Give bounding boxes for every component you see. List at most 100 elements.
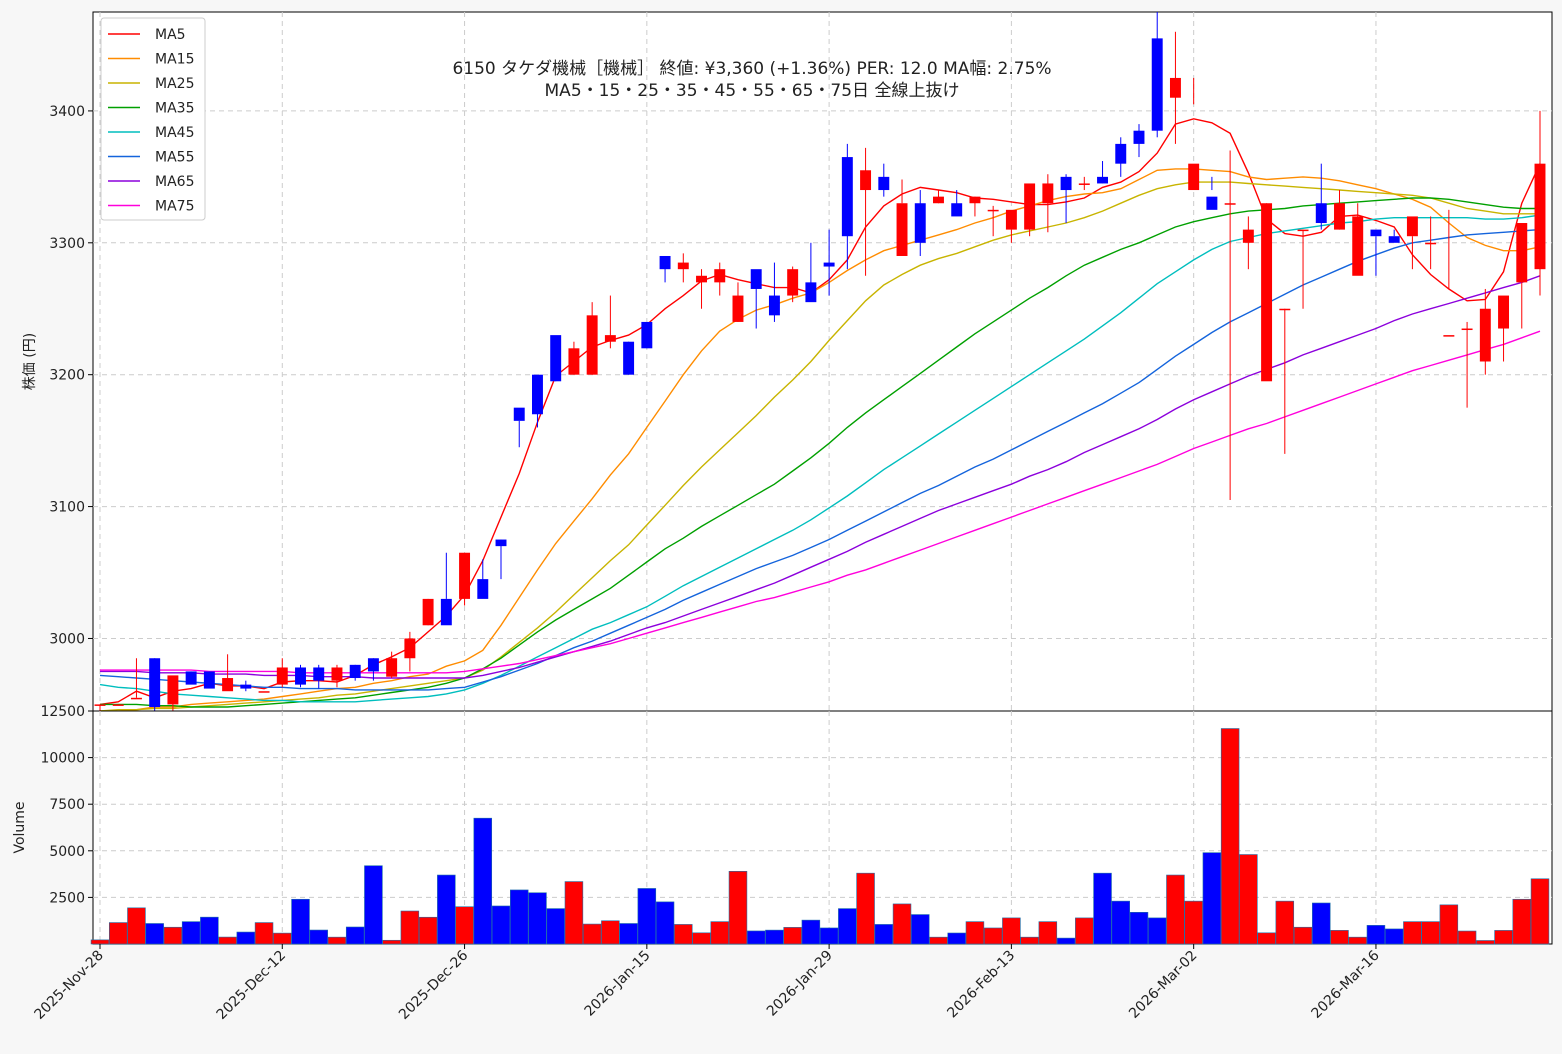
volume-bars [90, 728, 1550, 945]
candle-body [1534, 163, 1546, 270]
volume-bar [1220, 728, 1240, 945]
volume-bar [1439, 904, 1459, 945]
volume-bar [291, 898, 310, 945]
candle-body [933, 196, 944, 204]
volume-bar [783, 927, 802, 945]
volume-bar [1257, 932, 1276, 945]
candle-body [623, 341, 635, 375]
volume-bar [127, 907, 146, 945]
volume-bar [728, 871, 748, 945]
candle-body [987, 209, 999, 212]
candle-body [1334, 203, 1345, 230]
chart-title-line1: 6150 タケダ機械［機械］ 終値: ¥3,360 (+1.36%) PER: … [452, 59, 1051, 79]
price-tick-label: 3100 [49, 500, 85, 516]
volume-bar [619, 923, 638, 945]
legend-label: MA35 [155, 101, 194, 117]
candle-body [823, 262, 835, 267]
volume-bar [437, 874, 456, 945]
candle-body [641, 321, 653, 349]
candle-body [167, 675, 179, 705]
volume-bar [1093, 872, 1112, 945]
volume-tick-label: 7500 [49, 797, 85, 813]
candle-body [1297, 229, 1309, 232]
volume-bar [947, 932, 966, 945]
candle-body [532, 374, 543, 415]
volume-bar [345, 926, 365, 945]
legend-box [100, 17, 206, 221]
legend-label: MA25 [155, 76, 194, 92]
candle-body [1388, 236, 1400, 243]
candle-body [1042, 183, 1054, 204]
candle-body [495, 539, 507, 547]
candle-body [222, 678, 234, 692]
volume-bar [838, 908, 857, 945]
candle-body [1242, 229, 1254, 243]
volume-bar [1166, 874, 1185, 945]
volume-tick-label: 10000 [40, 751, 85, 767]
candle-body [604, 335, 616, 342]
candle-body [1151, 38, 1163, 131]
candle-body [586, 315, 598, 375]
volume-bar [364, 865, 383, 945]
candle-body [1315, 203, 1327, 224]
volume-grid [93, 711, 1552, 944]
candle-body [94, 704, 106, 706]
candle-body [149, 658, 161, 708]
candle-body [714, 269, 726, 283]
volume-tick-label: 12500 [40, 704, 85, 720]
volume-bar [1330, 930, 1349, 945]
volume-bar [874, 924, 894, 945]
legend-label: MA55 [155, 150, 194, 166]
volume-bar [746, 930, 766, 945]
ma-line-ma35 [100, 197, 1540, 708]
legend-label: MA5 [155, 27, 186, 43]
volume-bar [1366, 925, 1386, 945]
volume-bar [674, 924, 693, 945]
price-panel: 3000 3100 3200 3300 3400 株価 (円) 6150 タケダ機械［機… [22, 11, 1553, 729]
volume-bar [510, 889, 529, 945]
volume-bar [1476, 940, 1495, 945]
candle-body [1461, 328, 1473, 331]
volume-bar [1129, 912, 1149, 945]
legend-label: MA15 [155, 52, 194, 68]
candle-body [349, 664, 361, 679]
volume-bar [1312, 902, 1331, 945]
price-tick-label: 3200 [49, 368, 85, 384]
volume-bar [90, 939, 110, 945]
candle-body [477, 579, 489, 599]
candle-body [550, 335, 562, 382]
volume-bar [1457, 930, 1477, 945]
price-plot-area [92, 11, 1553, 712]
candle-body [459, 552, 471, 599]
volume-bar [327, 936, 347, 945]
volume-bar [546, 908, 565, 945]
candle-body [1261, 203, 1273, 382]
volume-plot-area [92, 710, 1553, 945]
candle-body [276, 667, 288, 685]
price-tick-label: 3300 [49, 236, 85, 252]
candle-body [1352, 216, 1364, 276]
candle-body [1479, 308, 1491, 362]
volume-bar [400, 910, 420, 945]
volume-bar [309, 929, 328, 945]
candle-body [732, 295, 744, 322]
candle-body [1188, 163, 1200, 191]
volume-bar [273, 932, 292, 945]
volume-bar [1111, 900, 1130, 945]
candle-body [185, 671, 197, 685]
volume-bar [929, 936, 948, 945]
volume-bar [1421, 921, 1440, 945]
candle-body [422, 598, 434, 626]
candle-body [1133, 130, 1145, 144]
volume-bar [236, 931, 256, 945]
candle-body [1078, 183, 1090, 185]
volume-bar [1530, 878, 1550, 945]
price-y-axis-label: 株価 (円) [22, 333, 38, 390]
candle-body [112, 704, 124, 706]
candle-body [1024, 183, 1036, 230]
volume-bar [418, 916, 438, 945]
volume-bar [601, 920, 620, 945]
candle-body [1370, 229, 1382, 237]
candle-body [787, 269, 799, 296]
